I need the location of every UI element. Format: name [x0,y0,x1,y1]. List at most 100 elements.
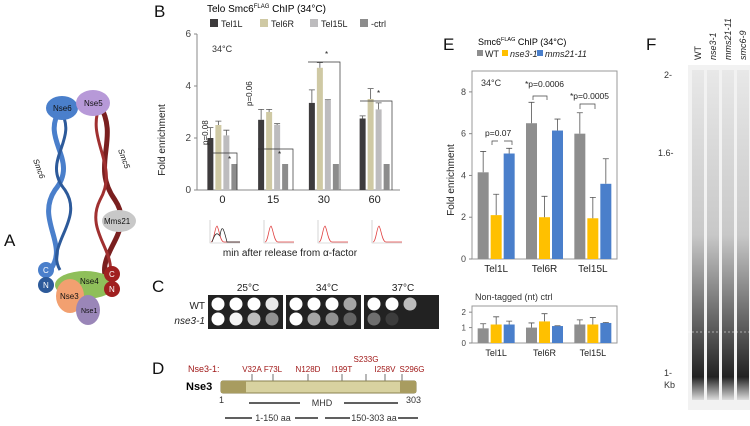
strain-label: WT [189,301,205,312]
bar-Tel15L [324,100,331,190]
temp-label: 25°C [237,283,259,294]
error-bar [506,147,513,154]
bar-Tel6R [316,67,323,190]
error-bar [589,196,596,219]
panel-f-label: F [646,35,656,54]
gel-lane [692,70,704,400]
marker-label: 1.6- [658,148,674,158]
colony-spot [247,297,261,311]
panel-c: C 25°C 34°C 37°C WT nse3-1 [152,277,439,329]
error-bar [576,319,583,325]
colony-spot [325,297,339,311]
nse1 [76,295,100,325]
colony-spot [385,297,399,311]
bar-Tel6R [367,99,374,190]
bar-Tel1L [207,138,214,190]
bar-WT [574,133,586,259]
bar-Tel1L [258,119,265,190]
colony-spot [367,312,381,326]
colony-spot [385,312,399,326]
y-tick-label: 2 [461,212,466,222]
error-bar [207,127,214,138]
panel-e-label: E [443,35,454,54]
facs-curve [210,225,240,243]
x-tick-label: Tel1L [485,348,507,358]
y-tick-label: 0 [461,254,466,264]
colony-spot [403,297,417,311]
x-tick-label: Tel1L [484,264,508,275]
error-bar [528,101,535,124]
y-tick-label: 6 [185,29,191,40]
range-label: 150-303 aa [351,413,397,423]
mutation-prefix: Nse3-1: [188,364,220,374]
smc5-coil-2 [94,104,113,276]
colony-spot [247,312,261,326]
error-bar [375,102,382,110]
facs-axes [263,220,294,244]
error-bar [480,323,487,329]
x-tick-label: 60 [369,194,381,206]
colony-spot [289,297,303,311]
error-bar [541,195,548,218]
y-tick-label: 8 [461,87,466,97]
legend-e: WT nse3-1 mms21-11 [477,49,587,59]
protein-label: Nse3 [186,381,212,393]
bar-nse3-1 [587,324,599,343]
bar-mms21-11 [552,130,563,259]
nse3-label: Nse3 [60,292,79,301]
p-value: p=0.07 [485,128,512,138]
y-axis-label: Fold enrichment [157,104,168,176]
legend-swatch [502,50,508,56]
range-label: 1-150 aa [255,413,291,423]
lane-label: WT [693,46,703,60]
y-tick-label: 0 [462,339,467,348]
p-value: *p=0.0006 [525,79,564,89]
error-bar [316,62,323,68]
nt-ctrl-title: Non-tagged (nt) ctrl [475,292,553,302]
panel-f: F WT nse3-1 mms21-11 smc6-9 2- 1.6- 1- Kb [640,18,750,410]
bar-WT [574,324,586,343]
colony-spot [307,312,321,326]
x-tick-label: 0 [219,194,225,206]
error-bar [576,112,583,134]
mutation-label: I199T [332,365,353,374]
x-tick-label: Tel6R [533,348,557,358]
x-tick-label: Tel6R [532,264,558,275]
facs-curve-g1 [211,228,240,243]
legend-swatch [360,19,368,27]
legend-swatch [477,50,483,56]
mutation-label: V32A [242,365,262,374]
temp-label: 34°C [212,44,233,54]
nse1-label: Nse1 [81,308,97,315]
significance-star: * [377,89,380,98]
error-bar [602,158,609,184]
p-value: p=0.08 [201,120,210,145]
nse4-label: Nse4 [80,277,99,286]
lane-label: nse3-1 [708,32,718,60]
legend-label: Tel1L [221,19,243,29]
gel-lane [737,70,749,400]
legend-swatch [310,19,318,27]
smc6-label: Smc6 [31,158,47,181]
marker-label: 1- [664,368,672,378]
mms21 [102,210,136,232]
colony-spot [229,297,243,311]
chart-e: 0 2 4 6 8 Tel1L Tel6R Tel15L [461,70,618,275]
x-tick-label: 15 [267,194,279,206]
chart-nt: 0 1 2 Tel1L Tel6R Tel15L [462,305,618,358]
facs-curve [372,225,402,243]
nse5 [76,90,110,116]
bar--ctrl [383,164,390,190]
smc6-coil-2 [55,109,73,271]
marker-label: Kb [664,380,675,390]
bar-mms21-11 [503,324,515,343]
bar--ctrl [282,164,289,190]
gel-lane [722,70,734,400]
mutation-label: I258V [375,365,397,374]
mutation-label: N128D [296,365,321,374]
n-label: N [43,281,49,290]
x-axis-label: min after release from α-factor [223,248,358,259]
legend-swatch [537,50,543,56]
error-bar [274,123,281,125]
